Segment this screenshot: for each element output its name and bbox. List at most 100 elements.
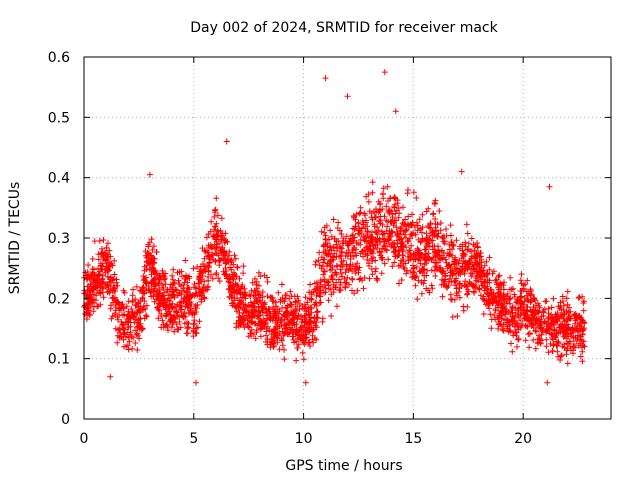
data-point [531, 295, 538, 302]
data-point [155, 297, 162, 304]
data-point [215, 212, 221, 219]
data-point [162, 281, 169, 288]
data-point [490, 295, 497, 302]
data-point [224, 239, 231, 245]
data-point [546, 183, 553, 190]
data-point [511, 294, 518, 300]
data-point [86, 274, 93, 281]
data-point [257, 273, 264, 280]
data-point [359, 218, 366, 224]
data-point [255, 312, 262, 319]
data-point [120, 321, 127, 328]
data-point [356, 264, 363, 271]
data-point [464, 261, 471, 267]
data-point [496, 315, 503, 322]
data-point [253, 281, 260, 288]
data-point [504, 316, 511, 323]
data-point [202, 248, 209, 255]
data-point [263, 306, 270, 312]
data-point [567, 315, 573, 322]
data-point [185, 303, 192, 310]
data-point [90, 296, 97, 303]
data-point [515, 336, 522, 342]
data-point [530, 324, 537, 331]
data-point [541, 319, 548, 326]
data-point [330, 216, 337, 223]
data-point [507, 295, 514, 302]
data-point [133, 301, 140, 308]
data-point [142, 306, 149, 312]
data-point [224, 256, 231, 262]
data-point [341, 275, 348, 282]
data-point [346, 281, 352, 288]
data-point [208, 218, 215, 225]
data-point [384, 183, 391, 190]
data-point [123, 343, 130, 350]
data-point [294, 345, 301, 351]
data-point [209, 245, 215, 252]
data-point [563, 324, 570, 331]
data-point [470, 283, 477, 290]
data-point [533, 315, 539, 322]
data-point [343, 233, 350, 240]
data-point [360, 233, 367, 240]
data-point [545, 325, 552, 332]
data-point [465, 240, 472, 247]
data-point [286, 324, 293, 331]
data-point [560, 302, 567, 309]
data-point [386, 210, 393, 217]
data-point [212, 206, 219, 213]
data-point [365, 245, 372, 252]
data-point [526, 330, 533, 337]
data-point [464, 303, 471, 310]
data-point [532, 345, 539, 352]
data-point [168, 324, 175, 331]
data-point [130, 313, 137, 320]
data-point [461, 282, 468, 289]
data-point [322, 285, 329, 292]
data-point [170, 284, 177, 291]
data-point [380, 185, 387, 192]
data-point [492, 294, 499, 301]
data-point [498, 286, 504, 293]
data-point [242, 316, 248, 323]
data-point [447, 222, 454, 229]
data-point [414, 256, 421, 263]
data-point [100, 279, 107, 285]
data-point [419, 211, 426, 218]
data-point [561, 318, 568, 325]
data-point [281, 330, 288, 337]
data-point [404, 190, 411, 197]
data-point [108, 261, 115, 268]
data-point [334, 225, 341, 231]
data-point [447, 232, 454, 239]
data-point [160, 284, 167, 291]
data-point [120, 336, 127, 343]
data-point [480, 311, 487, 317]
data-point [347, 256, 354, 262]
data-point [379, 245, 386, 252]
data-point [235, 283, 242, 290]
data-point [194, 264, 201, 270]
data-point [264, 274, 270, 281]
data-point [508, 286, 515, 293]
data-point [365, 191, 372, 198]
data-point [282, 325, 289, 332]
data-point [306, 328, 312, 335]
data-point [549, 348, 556, 354]
data-point [143, 313, 150, 320]
data-point [125, 334, 132, 341]
data-point [446, 253, 452, 259]
data-point [136, 326, 143, 333]
data-point [319, 318, 326, 325]
data-point [104, 289, 111, 296]
data-point [455, 260, 462, 267]
data-point [335, 219, 342, 226]
data-point [514, 343, 520, 350]
data-point [355, 230, 361, 237]
data-point [391, 204, 398, 211]
data-point [485, 299, 492, 306]
data-point [317, 299, 324, 306]
data-point [311, 335, 318, 342]
data-point [389, 214, 396, 221]
